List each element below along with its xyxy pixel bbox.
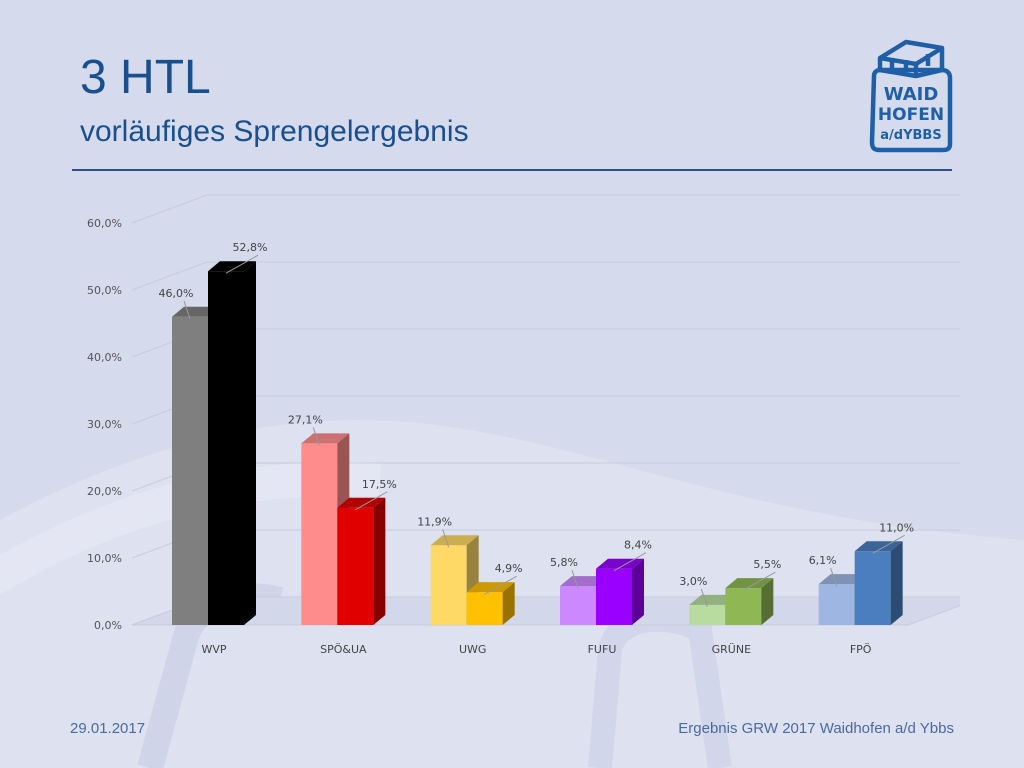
bar-top bbox=[430, 535, 479, 546]
bar-top bbox=[208, 261, 256, 272]
bar-top bbox=[301, 433, 350, 444]
data-label: 6,1% bbox=[809, 554, 837, 567]
bar-top bbox=[466, 582, 515, 593]
bar-top bbox=[337, 497, 386, 508]
bar bbox=[854, 551, 891, 625]
bar-top bbox=[854, 541, 903, 552]
data-label: 17,5% bbox=[362, 478, 397, 491]
logo-text-line1: WAID bbox=[884, 84, 939, 105]
bar bbox=[301, 443, 338, 625]
bar bbox=[337, 507, 374, 625]
logo-text-line3: a/dYBBS bbox=[880, 128, 941, 143]
data-label: 52,8% bbox=[233, 241, 268, 254]
bar-side bbox=[502, 582, 515, 625]
bar bbox=[818, 584, 855, 625]
data-label: 3,0% bbox=[679, 575, 707, 588]
x-tick-label: FPÖ bbox=[850, 643, 872, 656]
x-tick-label: UWG bbox=[459, 643, 486, 656]
data-label: 11,0% bbox=[879, 521, 914, 534]
bar-top bbox=[596, 558, 644, 569]
data-label-leader bbox=[743, 571, 776, 591]
data-label-leader bbox=[183, 300, 191, 319]
bar-side bbox=[761, 578, 774, 625]
data-label-leader bbox=[225, 254, 259, 274]
y-tick-label: 10,0% bbox=[87, 552, 122, 565]
waidhofen-logo: WAID HOFEN a/dYBBS bbox=[869, 39, 953, 153]
y-tick-label: 40,0% bbox=[87, 351, 122, 364]
bar-side bbox=[890, 541, 903, 625]
bar bbox=[430, 545, 467, 625]
bar bbox=[208, 271, 244, 625]
bar-side bbox=[244, 261, 256, 625]
data-label-leader bbox=[312, 427, 320, 446]
bar bbox=[466, 592, 503, 625]
slide-title: 3 HTL bbox=[80, 51, 211, 104]
data-label: 27,1% bbox=[288, 413, 323, 426]
data-label: 5,8% bbox=[550, 556, 578, 569]
data-label: 4,9% bbox=[495, 562, 523, 575]
x-tick-label: SPÖ&UA bbox=[320, 643, 367, 656]
bar bbox=[689, 604, 726, 625]
slide-subtitle: vorläufiges Sprengelergebnis bbox=[80, 115, 469, 148]
gridline-side bbox=[131, 194, 208, 224]
bar bbox=[172, 316, 208, 625]
y-tick-label: 60,0% bbox=[87, 217, 122, 230]
data-label: 8,4% bbox=[624, 539, 652, 552]
y-tick-label: 0,0% bbox=[94, 619, 122, 632]
bar-top bbox=[725, 578, 774, 589]
data-label-leader bbox=[700, 588, 708, 608]
data-label-leader bbox=[872, 534, 905, 554]
data-label-leader bbox=[613, 552, 647, 572]
data-label-leader bbox=[355, 491, 388, 511]
bar-side bbox=[373, 497, 386, 625]
footer-date: 29.01.2017 bbox=[70, 720, 146, 737]
data-label-leader bbox=[442, 529, 450, 548]
x-tick-label: FUFU bbox=[588, 643, 617, 656]
bar bbox=[596, 568, 632, 625]
x-tick-label: WVP bbox=[201, 643, 226, 656]
data-label-leader bbox=[571, 569, 579, 589]
title-divider bbox=[72, 169, 952, 171]
data-label: 11,9% bbox=[417, 515, 452, 528]
data-label: 46,0% bbox=[159, 287, 194, 300]
data-label: 5,5% bbox=[753, 558, 781, 571]
footer-text: Ergebnis GRW 2017 Waidhofen a/d Ybbs bbox=[678, 720, 954, 737]
bar bbox=[725, 588, 762, 625]
logo-text-line2: HOFEN bbox=[878, 105, 944, 125]
y-tick-label: 20,0% bbox=[87, 485, 122, 498]
x-tick-label: GRÜNE bbox=[712, 643, 751, 656]
bar-chart: 0,0% 10,0% 20,0% 30,0% 40,0% 50,0% 60,0% 46,0% 5… bbox=[87, 194, 960, 656]
data-label-leader bbox=[484, 575, 517, 595]
data-label-leader bbox=[830, 567, 838, 587]
y-tick-label: 30,0% bbox=[87, 418, 122, 431]
bar-side bbox=[632, 558, 644, 625]
gridline-side bbox=[131, 261, 208, 291]
bar bbox=[560, 586, 596, 625]
y-tick-label: 50,0% bbox=[87, 284, 122, 297]
